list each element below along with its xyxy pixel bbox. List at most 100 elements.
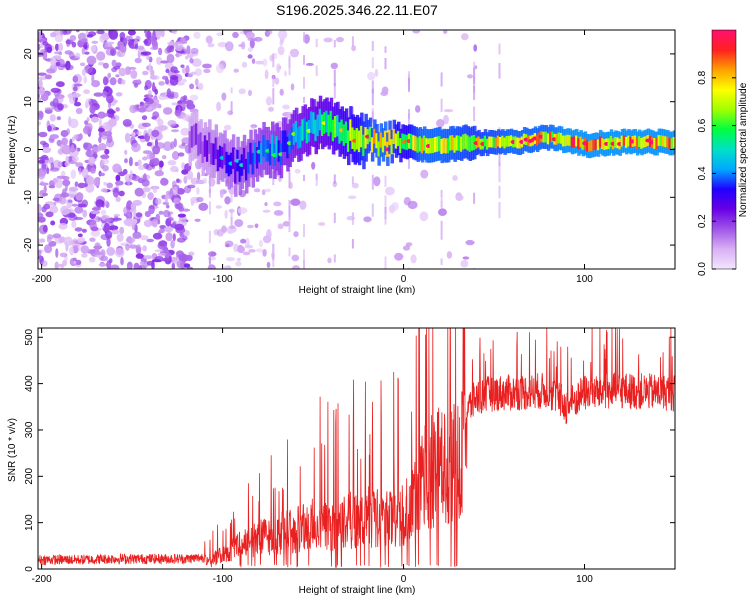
spectrogram-cell [216,63,224,74]
spectrogram-cell [42,50,48,61]
spectrogram-cell [180,64,185,68]
spectrogram-cell [196,171,201,181]
spectrogram-cell [230,209,233,219]
spectrogram-cell [272,88,275,105]
spectrogram-cell [217,41,228,48]
spectrogram-cell [128,244,138,249]
spectrogram-cell [420,138,425,154]
spectrogram-cell [115,92,123,97]
spectrogram-cell [83,75,88,84]
spectrogram-cell [58,223,68,230]
spectrogram-cell [94,242,101,252]
snr-ytick-label: 400 [24,375,35,392]
spectrogram-cell [601,138,605,149]
spectrogram-cell [315,174,318,186]
spectrogram-cell [75,192,84,201]
spectrogram-cell [86,55,97,65]
spectrogram-cell [78,167,82,176]
spectrogram-cell [271,134,275,157]
spectrogram-ytick-label: 20 [23,48,34,60]
spectrogram-cell [57,161,63,168]
spectrogram-cell [66,128,70,135]
spectrogram-cell [555,133,559,145]
spectrogram-cell [38,159,46,164]
spectrogram-cell [282,221,291,227]
spectrogram-cell [45,211,54,218]
spectrogram-cell [126,209,131,216]
spectrogram-cell [71,220,77,228]
spectrogram-cell [47,234,54,240]
spectrogram-cell [77,233,83,238]
spectrogram-cell [544,131,549,143]
spectrogram-cell [274,77,280,85]
spectrogram-cell [97,111,106,119]
spectrogram-cell [351,127,355,149]
spectrogram-cell [333,254,336,263]
spectrogram-cell [38,238,41,245]
spectrogram-ytick-label: 10 [23,96,34,108]
spectrogram-cell [351,45,356,52]
spectrogram-cell [151,218,158,228]
spectrogram-cell [360,125,364,148]
spectrogram-cell [123,37,127,47]
spectrogram-cell [225,41,234,52]
spectrogram-cell [165,190,174,196]
spectrogram-cell [277,140,281,162]
spectrogram-cell [55,55,62,60]
spectrogram-cell [44,107,55,111]
spectrogram-cell [106,237,111,247]
spectrogram-cell [277,45,285,56]
spectrogram-cell [138,265,142,269]
spectrogram-cell [60,205,70,216]
spectrogram-cell [183,263,191,268]
spectrogram-cell [99,172,105,177]
spectrogram-cell [190,126,195,148]
spectrogram-cell [566,134,570,146]
spectrogram-cell [159,225,167,229]
spectrogram-cell [88,256,96,263]
spectrogram-cell [175,81,185,86]
spectrogram-cell [196,196,204,203]
spectrogram-cell [277,223,284,230]
spectrogram-cell [440,72,443,87]
spectrogram-cell [303,174,305,182]
spectrogram-cell [288,247,291,257]
spectrogram-cell [607,138,612,150]
spectrogram-cell [290,198,301,206]
snr-panel: -200 -100 0 100 0 100 200 300 400 500 Height of s… [7,327,676,596]
spectrogram-cell [440,98,443,112]
spectrogram-cell [438,136,442,152]
spectrogram-cell [177,152,185,157]
spectrogram-cell [81,253,88,258]
spectrogram-cell [169,76,179,86]
spectrogram-cell [174,41,184,52]
spectrogram-cell [135,212,143,218]
spectrogram-cell [202,177,208,184]
spectrogram-cell [80,245,90,254]
spectrogram-cell [62,179,71,187]
spectrogram-cell [188,131,192,153]
spectrogram-cell [124,158,128,164]
spectrogram-cell [39,182,49,186]
spectrogram-cell [255,147,260,169]
spectrogram-cell [98,127,105,133]
spectrogram-cell [135,253,144,259]
spectrogram-cell [659,135,664,147]
spectrogram-cell [104,218,112,223]
spectrogram-cell [208,158,211,179]
spectrogram-cell [284,130,288,152]
spectrogram-cell [126,203,130,211]
spectrogram-cell [371,88,374,106]
spectrogram-cell [127,177,131,186]
spectrogram-cell [223,124,232,131]
spectrogram-cell [440,195,443,208]
spectrogram-cell [505,135,510,147]
spectrogram-cell [50,56,56,67]
colorbar-tick-label: 0.2 [697,214,708,228]
spectrogram-cell [50,87,61,93]
spectrogram-cell [420,169,429,179]
spectrogram-cell [327,257,332,264]
spectrogram-cell [108,30,118,40]
spectrogram-cell [64,50,73,55]
spectrogram-cell [174,223,185,231]
